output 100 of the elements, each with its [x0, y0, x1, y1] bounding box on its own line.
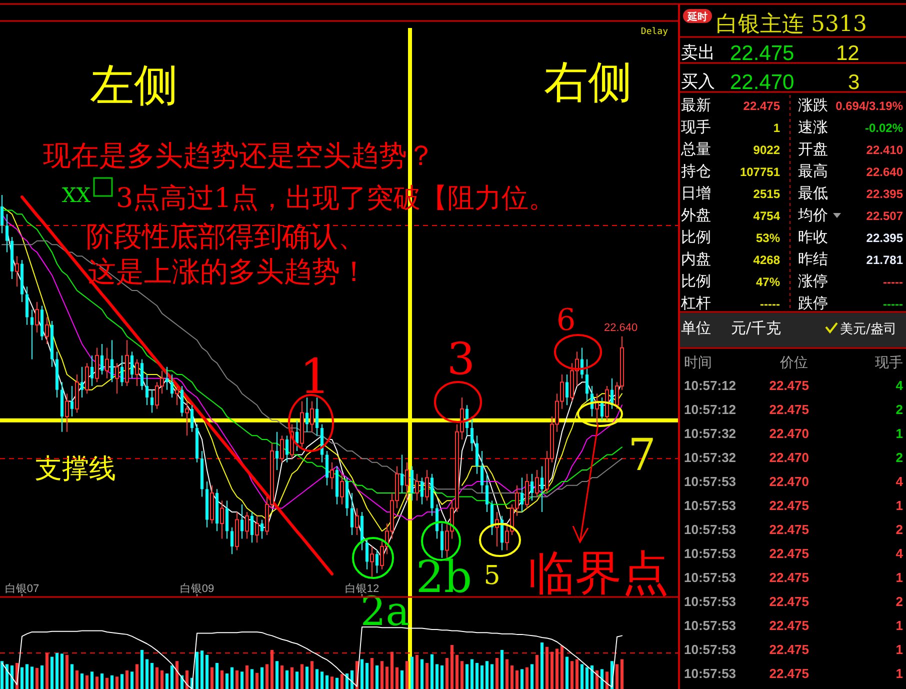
candlestick: [306, 396, 308, 432]
text: 22.475: [769, 378, 809, 393]
bar: [196, 652, 198, 689]
text: 价位: [779, 355, 808, 371]
bar: [236, 670, 238, 689]
candlestick: [85, 362, 89, 394]
bar: [296, 672, 298, 689]
text: 1: [896, 426, 903, 441]
candlestick: [110, 340, 114, 383]
annotation: 5: [484, 561, 500, 591]
text: Delay: [640, 27, 669, 37]
candlestick: [220, 500, 224, 540]
candlestick: [190, 404, 194, 432]
bar: [470, 659, 474, 689]
text: 4268: [753, 253, 780, 267]
bar: [560, 646, 564, 689]
candlestick: [296, 420, 298, 452]
bar: [70, 664, 74, 689]
bar: [456, 654, 458, 689]
bar: [40, 665, 44, 689]
bar: [140, 650, 144, 689]
bar: [146, 659, 148, 689]
text: 日增: [681, 184, 711, 202]
bar: [326, 675, 328, 689]
bar: [270, 650, 274, 689]
text: 延时: [686, 11, 708, 23]
bar: [526, 667, 528, 689]
bar: [110, 675, 114, 689]
text: 2: [896, 594, 903, 609]
text: 12: [836, 42, 860, 65]
text: 3: [848, 71, 860, 94]
candlestick: [540, 466, 544, 513]
bar: [186, 670, 188, 689]
bar: [36, 668, 38, 689]
candlestick: [370, 546, 374, 578]
bar: [206, 654, 208, 689]
text: 左侧: [90, 60, 178, 111]
bar: [276, 661, 278, 689]
candlestick: [500, 515, 504, 551]
bar: [490, 664, 494, 689]
text: 4: [896, 378, 904, 393]
text: 1: [773, 121, 780, 135]
text: 22.475: [769, 666, 809, 681]
text: 比例: [681, 272, 711, 290]
bar: [76, 670, 78, 689]
x-tick-label: 白银07: [4, 583, 40, 595]
bar: [210, 667, 214, 689]
candlestick: [310, 400, 314, 432]
text: 22.475: [769, 546, 809, 561]
text: 47%: [756, 275, 780, 289]
bar: [260, 667, 264, 689]
text: 9022: [753, 143, 780, 157]
text: 现手: [681, 118, 711, 136]
text: 22.470: [769, 450, 809, 465]
candlestick: [170, 374, 174, 398]
candlestick: [70, 386, 74, 418]
candlestick: [140, 358, 144, 390]
candlestick: [240, 504, 244, 540]
text: 22.470: [730, 71, 794, 94]
candlestick: [415, 473, 419, 502]
candlestick: [80, 366, 84, 398]
text: 1: [896, 498, 903, 513]
candlestick: [255, 515, 259, 544]
text: 2515: [753, 187, 780, 201]
text: -0.02%: [864, 121, 904, 135]
bar: [576, 659, 578, 689]
bar: [200, 650, 204, 689]
bar: [266, 664, 268, 689]
candlestick: [586, 358, 588, 402]
text: 22.395: [866, 187, 904, 201]
candlestick: [0, 194, 4, 234]
bar: [556, 648, 558, 689]
bar: [396, 667, 398, 689]
candlestick: [226, 500, 228, 540]
text: 10:57:12: [684, 402, 736, 417]
bar: [20, 667, 24, 689]
bar: [316, 669, 318, 689]
text: 1: [896, 618, 903, 633]
text: 涨跌: [798, 96, 828, 114]
text: 22.475: [769, 498, 809, 513]
bar: [90, 672, 94, 689]
text: 10:57:32: [684, 450, 736, 465]
bar: [380, 661, 384, 689]
candlestick: [490, 500, 494, 536]
text: 比例: [681, 228, 711, 246]
candlestick: [425, 470, 429, 502]
candlestick: [280, 435, 284, 463]
annotation: XX: [62, 183, 92, 207]
text: 22.395: [866, 231, 904, 245]
text: -----: [883, 297, 903, 311]
bar: [546, 646, 548, 689]
text: 10:57:53: [684, 546, 736, 561]
candlestick: [440, 523, 444, 558]
bar: [56, 653, 58, 689]
text: 21.781: [866, 253, 904, 267]
bar: [166, 674, 168, 689]
bar: [466, 664, 468, 689]
text: 53%: [756, 231, 780, 245]
bar: [350, 670, 354, 689]
bar: [480, 665, 484, 689]
